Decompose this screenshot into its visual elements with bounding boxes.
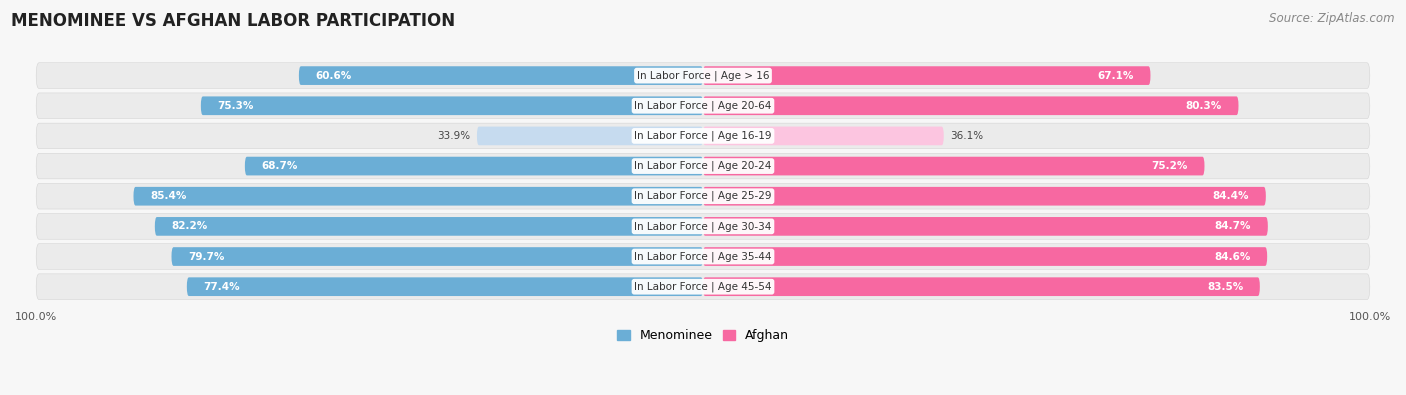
Text: In Labor Force | Age 30-34: In Labor Force | Age 30-34 xyxy=(634,221,772,231)
Text: In Labor Force | Age 25-29: In Labor Force | Age 25-29 xyxy=(634,191,772,201)
FancyBboxPatch shape xyxy=(172,247,703,266)
Text: 75.3%: 75.3% xyxy=(218,101,254,111)
FancyBboxPatch shape xyxy=(134,187,703,205)
Text: 82.2%: 82.2% xyxy=(172,221,208,231)
FancyBboxPatch shape xyxy=(37,183,1369,209)
Text: In Labor Force | Age 45-54: In Labor Force | Age 45-54 xyxy=(634,282,772,292)
Text: 75.2%: 75.2% xyxy=(1152,161,1188,171)
FancyBboxPatch shape xyxy=(37,244,1369,269)
Legend: Menominee, Afghan: Menominee, Afghan xyxy=(612,324,794,347)
FancyBboxPatch shape xyxy=(37,63,1369,88)
Text: 79.7%: 79.7% xyxy=(188,252,225,261)
Text: In Labor Force | Age > 16: In Labor Force | Age > 16 xyxy=(637,70,769,81)
Text: In Labor Force | Age 35-44: In Labor Force | Age 35-44 xyxy=(634,251,772,262)
FancyBboxPatch shape xyxy=(37,214,1369,239)
Text: In Labor Force | Age 16-19: In Labor Force | Age 16-19 xyxy=(634,131,772,141)
Text: 60.6%: 60.6% xyxy=(315,71,352,81)
FancyBboxPatch shape xyxy=(703,66,1150,85)
Text: 77.4%: 77.4% xyxy=(204,282,240,292)
Text: 84.6%: 84.6% xyxy=(1215,252,1250,261)
FancyBboxPatch shape xyxy=(187,277,703,296)
FancyBboxPatch shape xyxy=(155,217,703,236)
Text: MENOMINEE VS AFGHAN LABOR PARTICIPATION: MENOMINEE VS AFGHAN LABOR PARTICIPATION xyxy=(11,12,456,30)
Text: In Labor Force | Age 20-24: In Labor Force | Age 20-24 xyxy=(634,161,772,171)
Text: 68.7%: 68.7% xyxy=(262,161,298,171)
Text: 84.4%: 84.4% xyxy=(1212,191,1249,201)
FancyBboxPatch shape xyxy=(37,153,1369,179)
Text: In Labor Force | Age 20-64: In Labor Force | Age 20-64 xyxy=(634,100,772,111)
FancyBboxPatch shape xyxy=(37,93,1369,118)
Text: 33.9%: 33.9% xyxy=(437,131,470,141)
FancyBboxPatch shape xyxy=(37,123,1369,149)
Text: 84.7%: 84.7% xyxy=(1215,221,1251,231)
Text: 83.5%: 83.5% xyxy=(1206,282,1243,292)
Text: 67.1%: 67.1% xyxy=(1098,71,1133,81)
FancyBboxPatch shape xyxy=(477,126,703,145)
FancyBboxPatch shape xyxy=(703,217,1268,236)
FancyBboxPatch shape xyxy=(37,274,1369,299)
FancyBboxPatch shape xyxy=(703,126,943,145)
FancyBboxPatch shape xyxy=(245,157,703,175)
Text: 80.3%: 80.3% xyxy=(1185,101,1222,111)
FancyBboxPatch shape xyxy=(703,247,1267,266)
Text: Source: ZipAtlas.com: Source: ZipAtlas.com xyxy=(1270,12,1395,25)
FancyBboxPatch shape xyxy=(299,66,703,85)
FancyBboxPatch shape xyxy=(703,96,1239,115)
Text: 36.1%: 36.1% xyxy=(950,131,984,141)
FancyBboxPatch shape xyxy=(703,277,1260,296)
FancyBboxPatch shape xyxy=(703,187,1265,205)
FancyBboxPatch shape xyxy=(201,96,703,115)
Text: 85.4%: 85.4% xyxy=(150,191,187,201)
FancyBboxPatch shape xyxy=(703,157,1205,175)
